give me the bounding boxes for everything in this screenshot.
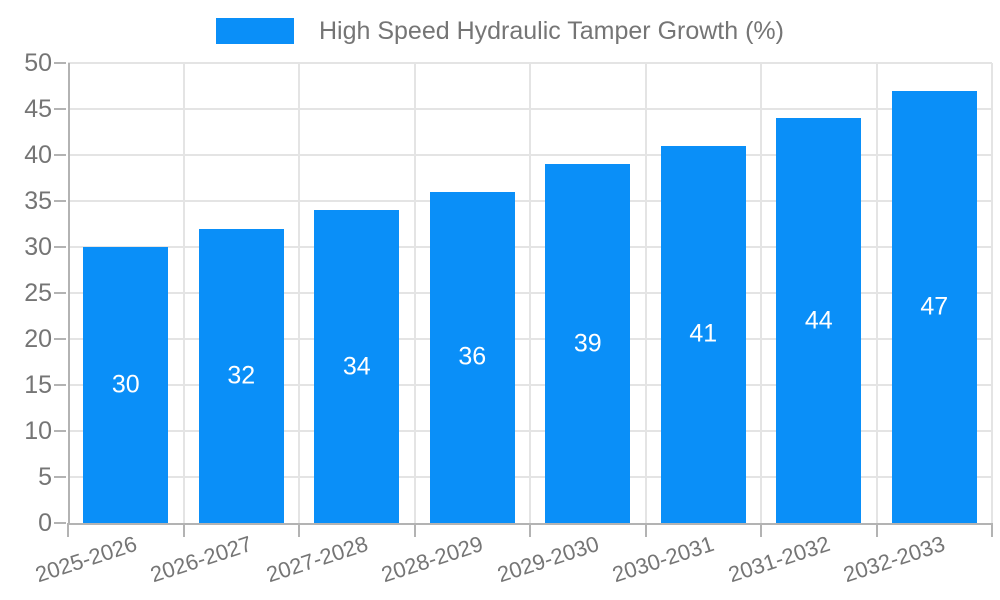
x-tick-mark xyxy=(529,523,531,537)
v-gridline xyxy=(182,63,185,523)
y-tick-label: 50 xyxy=(24,49,52,77)
bar-value-label: 39 xyxy=(573,329,602,358)
y-tick-label: 30 xyxy=(24,233,52,261)
x-tick-mark xyxy=(991,523,993,537)
y-tick-label: 25 xyxy=(24,279,52,307)
bar-value-label: 44 xyxy=(804,306,833,335)
y-tick-mark xyxy=(54,200,66,202)
v-gridline xyxy=(875,63,878,523)
x-axis-line xyxy=(68,523,992,525)
y-tick-mark xyxy=(54,154,66,156)
bar-value-label: 30 xyxy=(111,370,140,399)
bar[interactable]: 30 xyxy=(83,247,169,523)
y-tick-mark xyxy=(54,62,66,64)
y-tick-label: 35 xyxy=(24,187,52,215)
bar-value-label: 41 xyxy=(689,319,718,348)
x-tick-label: 2032-2033 xyxy=(840,531,948,588)
bar-value-label: 36 xyxy=(458,342,487,371)
x-tick-mark xyxy=(760,523,762,537)
x-tick-label: 2026-2027 xyxy=(147,531,255,588)
legend-item[interactable]: High Speed Hydraulic Tamper Growth (%) xyxy=(215,16,784,46)
y-tick-label: 40 xyxy=(24,141,52,169)
x-tick-label: 2029-2030 xyxy=(493,531,602,588)
bar[interactable]: 32 xyxy=(198,228,284,523)
y-tick-label: 15 xyxy=(24,371,52,399)
v-gridline xyxy=(760,63,762,523)
y-tick-label: 0 xyxy=(38,509,52,537)
x-tick-label: 2028-2029 xyxy=(378,531,486,588)
legend-swatch-icon xyxy=(215,18,294,44)
x-tick-label: 2030-2031 xyxy=(609,531,717,588)
x-tick-mark xyxy=(298,523,300,537)
y-tick-label: 5 xyxy=(38,463,52,491)
y-tick-mark xyxy=(54,430,66,432)
y-tick-mark xyxy=(54,476,66,478)
bar-value-label: 47 xyxy=(920,292,949,321)
bar-value-label: 34 xyxy=(342,352,371,381)
v-gridline xyxy=(413,63,416,523)
y-tick-mark xyxy=(54,246,66,248)
v-gridline xyxy=(991,63,993,523)
x-tick-label: 2025-2026 xyxy=(31,531,140,588)
y-tick-label: 45 xyxy=(24,95,52,123)
bar[interactable]: 36 xyxy=(429,191,515,523)
y-tick-mark xyxy=(54,384,66,386)
x-tick-mark xyxy=(413,523,416,537)
y-tick-mark xyxy=(54,522,66,524)
x-tick-label: 2031-2032 xyxy=(724,531,833,588)
bar[interactable]: 44 xyxy=(776,118,862,523)
y-tick-label: 10 xyxy=(24,417,52,445)
x-tick-mark xyxy=(67,523,69,537)
v-gridline xyxy=(644,63,647,523)
x-tick-label: 2027-2028 xyxy=(262,531,371,588)
legend-label: High Speed Hydraulic Tamper Growth (%) xyxy=(318,16,784,45)
bar[interactable]: 47 xyxy=(891,90,977,523)
x-tick-mark xyxy=(644,523,647,537)
bar[interactable]: 41 xyxy=(660,145,746,523)
y-tick-mark xyxy=(54,108,66,110)
legend: High Speed Hydraulic Tamper Growth (%) xyxy=(0,16,1000,46)
bar-value-label: 32 xyxy=(227,361,256,390)
plot-area: 30 32 34 36 39 41 44 47 xyxy=(54,62,993,537)
v-gridline xyxy=(298,63,300,523)
y-axis-line xyxy=(68,63,70,523)
y-tick-label: 20 xyxy=(24,325,52,353)
y-tick-mark xyxy=(54,292,66,294)
x-tick-mark xyxy=(182,523,185,537)
x-tick-mark xyxy=(875,523,878,537)
v-gridline xyxy=(529,63,531,523)
bar[interactable]: 39 xyxy=(545,164,631,523)
y-tick-mark xyxy=(54,338,66,340)
bar[interactable]: 34 xyxy=(314,210,400,523)
